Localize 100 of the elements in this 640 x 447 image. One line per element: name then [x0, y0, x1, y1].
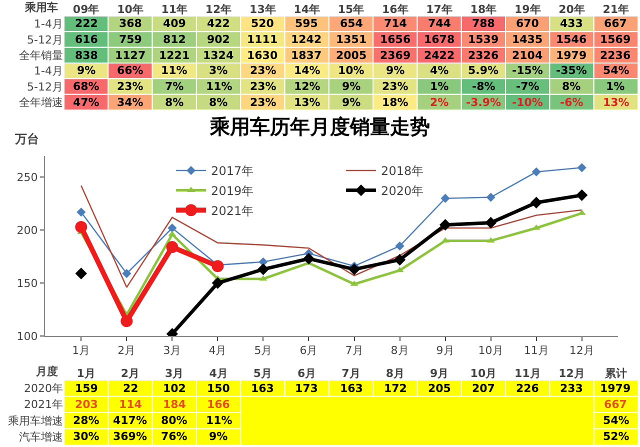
data-label: 173 — [295, 382, 318, 395]
x-tick-label: 14年 — [294, 2, 320, 16]
data-label: 8% — [209, 96, 228, 109]
x-tick-label: 2月 — [118, 344, 136, 358]
data-label: 838 — [75, 49, 98, 62]
data-label: 76% — [161, 430, 188, 443]
data-label: 1630 — [247, 49, 278, 62]
data-label: 4% — [430, 64, 449, 77]
data-label: 8% — [165, 96, 184, 109]
x-tick-label: 6月 — [300, 344, 318, 358]
data-label: 2104 — [512, 49, 543, 62]
data-label: 102 — [163, 382, 186, 395]
data-label: 30% — [73, 430, 100, 443]
data-label: 11% — [206, 414, 232, 427]
data-label: 233 — [560, 382, 583, 395]
data-label: 7% — [165, 80, 184, 93]
x-tick-label: 7月 — [342, 366, 360, 380]
data-label: 80% — [161, 414, 188, 427]
y-tick-label: 全年增速 — [19, 96, 63, 110]
data-label: 54% — [603, 414, 630, 427]
data-label: 66% — [117, 64, 144, 77]
data-label: 1678 — [424, 33, 455, 46]
data-label: 23% — [250, 96, 276, 109]
y-tick-label: 200 — [16, 224, 38, 237]
y-axis-title: 乘用车 — [24, 1, 58, 14]
y-tick-label: 1-4月 — [34, 64, 63, 78]
data-label: 1979 — [556, 49, 587, 62]
data-label: 1435 — [512, 33, 543, 46]
x-tick-label: 12月 — [558, 366, 585, 380]
x-tick-label: 20年 — [558, 2, 585, 16]
data-label: 1127 — [115, 49, 146, 62]
x-tick-label: 5月 — [254, 344, 272, 358]
x-tick-label: 11月 — [524, 344, 549, 358]
data-label: 1324 — [203, 49, 234, 62]
y-tick-label: 2021年 — [24, 398, 63, 412]
x-tick-label: 6月 — [298, 366, 316, 380]
data-label: 28% — [73, 414, 100, 427]
y-tick-label: 1-4月 — [34, 18, 63, 31]
data-label: 409 — [163, 17, 186, 30]
data-label: 667 — [604, 398, 627, 411]
data-label: -6% — [560, 96, 584, 109]
x-tick-label: 11年 — [161, 2, 188, 16]
data-label: 159 — [75, 382, 98, 395]
y-tick-label: 全年销量 — [19, 49, 63, 62]
legend-label: 2021年 — [211, 204, 254, 218]
data-label: 163 — [340, 382, 363, 395]
data-label: 595 — [295, 17, 318, 30]
y-tick-label: 5-12月 — [27, 33, 63, 46]
x-tick-label: 4月 — [209, 366, 228, 380]
data-label: 23% — [250, 80, 276, 93]
data-label: 667 — [604, 17, 627, 30]
data-label: 1351 — [336, 33, 367, 46]
data-label: 616 — [75, 33, 98, 46]
data-label: 22 — [123, 382, 138, 395]
data-label: 744 — [428, 17, 452, 30]
x-tick-label: 12年 — [205, 2, 232, 16]
x-tick-label: 16年 — [382, 2, 408, 16]
x-tick-label: 8月 — [386, 366, 404, 380]
data-label: 812 — [163, 33, 186, 46]
data-label: -15% — [512, 64, 543, 77]
data-label: 222 — [75, 17, 98, 30]
data-label: 52% — [603, 430, 630, 443]
data-label: 759 — [119, 33, 142, 46]
data-label: 11% — [161, 64, 188, 77]
data-label: 12% — [294, 80, 320, 93]
data-label: 422 — [207, 17, 230, 30]
x-tick-label: 3月 — [163, 344, 182, 358]
data-label: 670 — [516, 17, 540, 30]
y-tick-label: 150 — [16, 276, 38, 290]
legend-label: 2018年 — [381, 164, 424, 178]
data-label: -7% — [516, 80, 540, 93]
data-label: 172 — [384, 382, 407, 395]
data-label: 1656 — [380, 33, 411, 46]
data-label: 9% — [342, 80, 361, 93]
x-tick-label: 9月 — [430, 366, 449, 380]
data-label: 11% — [206, 80, 232, 93]
data-label: 114 — [119, 398, 142, 411]
data-label: 207 — [472, 382, 495, 395]
x-tick-label: 17年 — [426, 2, 452, 16]
data-label: 18% — [382, 96, 408, 109]
x-tick-label: 12月 — [569, 344, 594, 358]
legend-label: 2020年 — [381, 184, 424, 198]
x-tick-label: 11月 — [514, 366, 541, 380]
x-tick-label: 18年 — [470, 2, 497, 16]
data-label: 2005 — [336, 49, 367, 62]
data-label: 2422 — [424, 49, 455, 62]
data-label: 5.9% — [468, 64, 499, 77]
x-tick-label: 1月 — [76, 366, 96, 380]
data-label: 788 — [472, 17, 495, 30]
data-label: 8% — [562, 80, 581, 93]
data-label: 2236 — [600, 49, 631, 62]
y-tick-label: 5-12月 — [27, 80, 63, 94]
data-label: 9% — [209, 430, 228, 443]
chart-title: 乘用车历年月度销量走势 — [209, 114, 430, 139]
data-label: 433 — [560, 17, 583, 30]
y-tick-label: 汽车增速 — [19, 430, 63, 444]
x-tick-label: 10月 — [478, 344, 504, 358]
x-tick-label: 15年 — [338, 2, 364, 16]
data-label: -35% — [556, 64, 587, 77]
data-label: 47% — [73, 96, 100, 109]
